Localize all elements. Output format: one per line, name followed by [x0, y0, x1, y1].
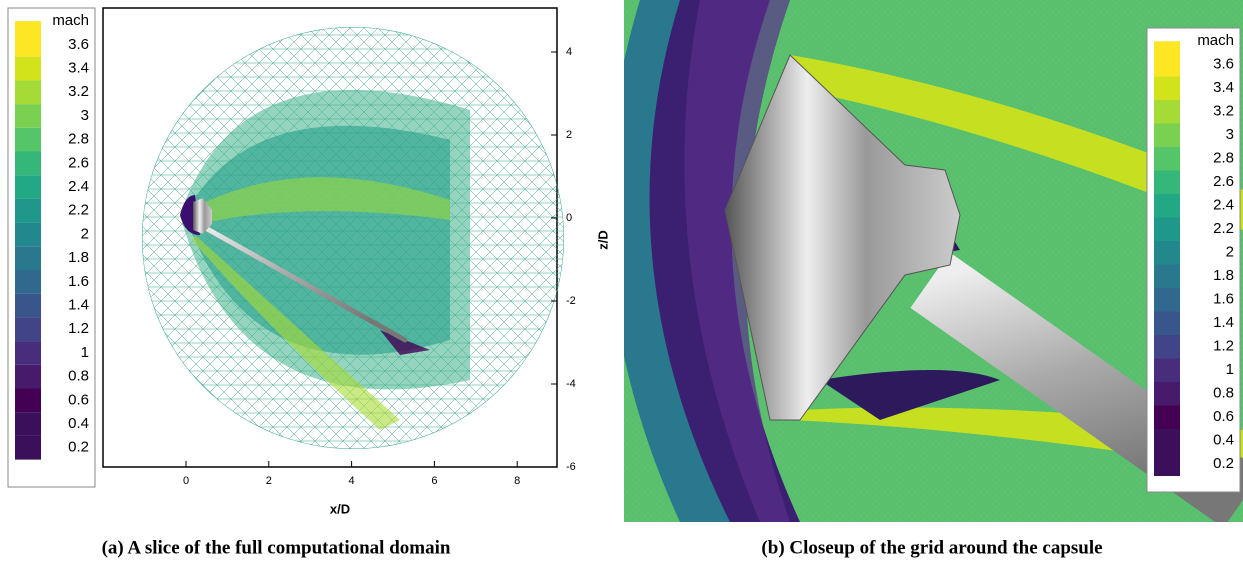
- colorbar-band: [15, 365, 41, 389]
- colorbar-tick-label: 1.2: [68, 320, 89, 337]
- colorbar-band: [1154, 359, 1180, 383]
- colorbar-band: [1154, 241, 1180, 265]
- colorbar-band: [15, 294, 41, 318]
- y-tick-label: -6: [566, 461, 576, 473]
- domain-slice: [142, 27, 564, 449]
- colorbar-band: [15, 436, 41, 460]
- colorbar-tick-label: 1: [81, 344, 89, 361]
- colorbar-band: [15, 246, 41, 270]
- y-tick-label: -2: [566, 295, 576, 307]
- colorbar-tick-label: 1.4: [68, 297, 89, 314]
- colorbar-tick-label: 2.2: [1213, 220, 1234, 237]
- x-tick-label: 4: [349, 475, 355, 487]
- colorbar-tick-label: 2.6: [68, 154, 89, 171]
- colorbar-tick-label: 1.2: [1213, 338, 1234, 355]
- y-axis-label: z/D: [595, 230, 610, 250]
- colorbar-tick-label: 0.8: [68, 368, 89, 385]
- colorbar-tick-label: 2.4: [68, 178, 89, 195]
- colorbar-band: [1154, 265, 1180, 289]
- colorbar-band: [15, 80, 41, 104]
- colorbar-band: [1154, 335, 1180, 359]
- y-tick-label: -4: [566, 378, 576, 390]
- colorbar-tick-label: 1.8: [68, 249, 89, 266]
- colorbar-title: mach: [52, 12, 89, 29]
- colorbar-tick-label: 3: [81, 107, 89, 124]
- colorbar-tick-label: 0.6: [68, 391, 89, 408]
- colorbar-tick-label: 0.2: [68, 439, 89, 456]
- colorbar-tick-label: 2: [81, 225, 89, 242]
- colorbar-band: [1154, 171, 1180, 195]
- figure: x/D z/D (a) A slice of the full computat…: [0, 0, 1243, 565]
- colorbar-tick-label: 2.8: [1213, 150, 1234, 167]
- colorbar-band: [1154, 147, 1180, 171]
- x-tick-label: 8: [514, 475, 520, 487]
- colorbar-band: [1154, 194, 1180, 218]
- colorbar-band: [15, 21, 41, 57]
- colorbar-tick-label: 1.4: [1213, 314, 1234, 331]
- caption: (a) A slice of the full computational do…: [102, 537, 451, 558]
- colorbar-tick-label: 2.6: [1213, 173, 1234, 190]
- y-tick-label: 0: [566, 212, 572, 224]
- colorbar-tick-label: 2: [1226, 244, 1234, 261]
- colorbar-band: [1154, 124, 1180, 148]
- colorbar-tick-label: 3: [1226, 126, 1234, 143]
- colorbar-tick-label: 3.2: [1213, 103, 1234, 120]
- colorbar-band: [15, 128, 41, 152]
- colorbar-band: [1154, 429, 1180, 453]
- colorbar-tick-label: 0.2: [1213, 455, 1234, 472]
- colorbar-band: [15, 199, 41, 223]
- x-tick-label: 6: [431, 475, 437, 487]
- caption: (b) Closeup of the grid around the capsu…: [761, 537, 1102, 558]
- colorbar-band: [15, 412, 41, 436]
- colorbar-band: [15, 104, 41, 128]
- x-tick-label: 2: [266, 475, 272, 487]
- colorbar-tick-label: 0.4: [68, 415, 89, 432]
- colorbar-band: [15, 341, 41, 365]
- colorbar-tick-label: 3.2: [68, 83, 89, 100]
- colorbar-band: [1154, 77, 1180, 101]
- colorbar-band: [1154, 453, 1180, 477]
- colorbar-tick-label: 0.6: [1213, 408, 1234, 425]
- colorbar-band: [1154, 288, 1180, 312]
- colorbar-tick-label: 3.6: [68, 36, 89, 53]
- colorbar-tick-label: 2.4: [1213, 197, 1234, 214]
- colorbar-band: [1154, 41, 1180, 76]
- y-tick-label: 2: [566, 129, 572, 141]
- colorbar-band: [1154, 218, 1180, 242]
- colorbar-tick-label: 3.4: [68, 60, 89, 77]
- colorbar-tick-label: 1.6: [68, 273, 89, 290]
- colorbar-band: [1154, 382, 1180, 406]
- colorbar-tick-label: 0.4: [1213, 432, 1234, 449]
- colorbar-tick-label: 3.6: [1213, 56, 1234, 73]
- colorbar-tick-label: 2.8: [68, 131, 89, 148]
- colorbar-band: [15, 389, 41, 413]
- colorbar-tick-label: 0.8: [1213, 385, 1234, 402]
- colorbar-band: [1154, 312, 1180, 336]
- colorbar-band: [1154, 100, 1180, 124]
- y-tick-label: 4: [566, 46, 572, 58]
- colorbar-tick-label: 1: [1226, 361, 1234, 378]
- colorbar-tick-label: 3.4: [1213, 79, 1234, 96]
- colorbar-band: [15, 317, 41, 341]
- colorbar-band: [15, 223, 41, 247]
- colorbar-tick-label: 1.6: [1213, 291, 1234, 308]
- colorbar-tick-label: 2.2: [68, 202, 89, 219]
- x-tick-label: 0: [183, 475, 189, 487]
- colorbar-band: [15, 270, 41, 294]
- colorbar-tick-label: 1.8: [1213, 267, 1234, 284]
- colorbar-band: [15, 57, 41, 81]
- colorbar-title: mach: [1197, 32, 1234, 49]
- colorbar-band: [15, 152, 41, 176]
- x-axis-label: x/D: [330, 501, 350, 516]
- colorbar-band: [1154, 406, 1180, 430]
- colorbar-band: [15, 175, 41, 199]
